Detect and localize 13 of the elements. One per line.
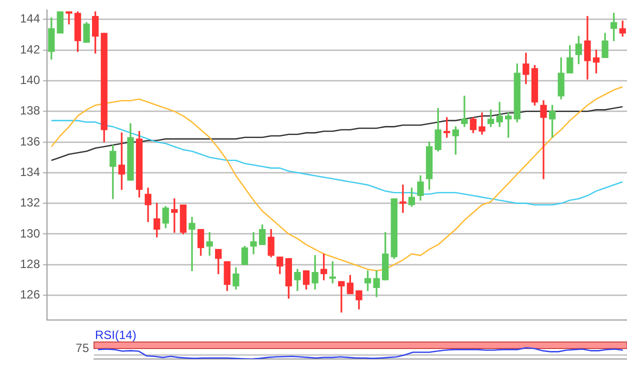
- y-tick-label: 128: [20, 256, 40, 271]
- y-tick-label: 142: [20, 42, 40, 56]
- chart-title: RSI(14): [95, 328, 136, 342]
- y-tick-label: 140: [20, 73, 40, 88]
- candlestick: [56, 11, 64, 34]
- y-tick-label: 126: [20, 288, 40, 302]
- y-tick-label: 134: [20, 164, 40, 179]
- y-tick-label: 144: [20, 12, 40, 26]
- y-tick-label: 136: [20, 134, 40, 148]
- y-tick-label: 132: [20, 196, 40, 210]
- band-label: 75: [76, 340, 90, 355]
- y-tick-label: 130: [20, 226, 40, 240]
- y-tick-label: 138: [20, 104, 40, 118]
